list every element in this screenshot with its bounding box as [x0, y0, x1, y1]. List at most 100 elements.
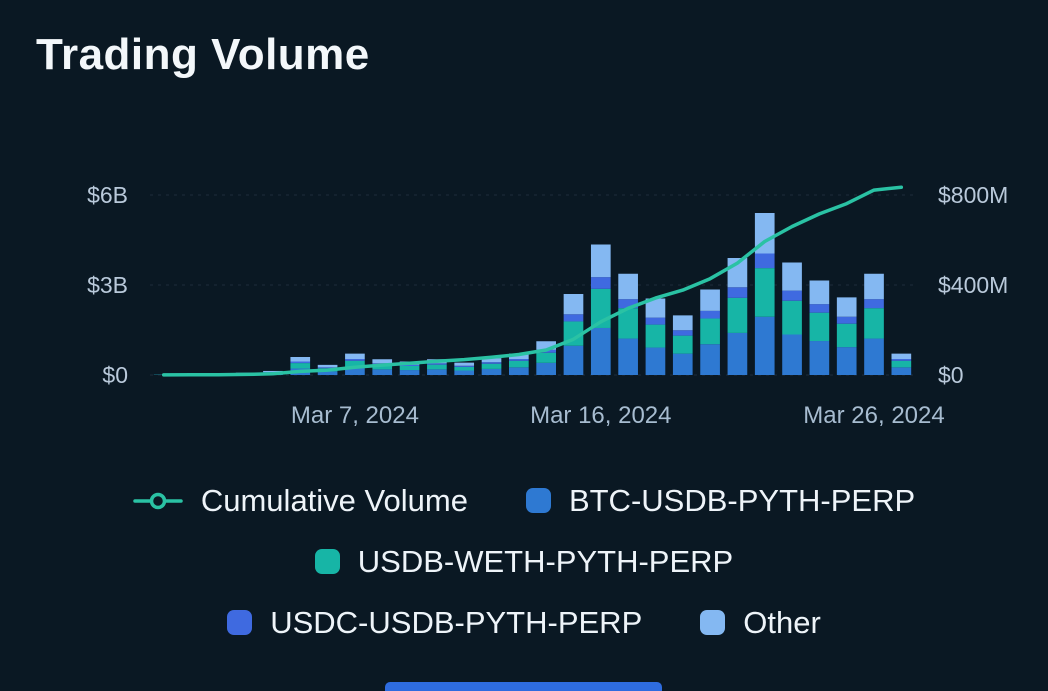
bar-segment-usdc-usdb-pyth-perp[interactable]: [509, 359, 529, 361]
bar-segment-usdb-weth-pyth-perp[interactable]: [700, 318, 720, 345]
bar-segment-other[interactable]: [700, 289, 720, 311]
bar-segment-usdc-usdb-pyth-perp[interactable]: [481, 362, 502, 364]
bar-segment-usdc-usdb-pyth-perp[interactable]: [864, 299, 884, 309]
bar-segment-btc-usdb-pyth-perp[interactable]: [754, 316, 775, 375]
bar-segment-other[interactable]: [345, 353, 365, 360]
bar-segment-usdc-usdb-pyth-perp[interactable]: [290, 361, 311, 364]
bar-segment-usdb-weth-pyth-perp[interactable]: [645, 324, 666, 348]
bar-segment-usdc-usdb-pyth-perp[interactable]: [345, 359, 365, 361]
bar-segment-other[interactable]: [809, 280, 830, 305]
bar-segment-other[interactable]: [836, 297, 857, 317]
bar-segment-btc-usdb-pyth-perp[interactable]: [727, 332, 748, 375]
legend-item-usdc-usdb-pyth-perp[interactable]: USDC-USDB-PYTH-PERP: [227, 604, 642, 641]
bar-segment-btc-usdb-pyth-perp[interactable]: [645, 347, 666, 375]
bar-segment-usdb-weth-pyth-perp[interactable]: [399, 366, 420, 371]
bar-segment-usdc-usdb-pyth-perp[interactable]: [317, 367, 338, 369]
bar-segment-other[interactable]: [509, 353, 529, 360]
bar-segment-other[interactable]: [372, 359, 393, 364]
bar-segment-other[interactable]: [263, 370, 283, 373]
bar-segment-usdc-usdb-pyth-perp[interactable]: [590, 277, 611, 289]
bar-segment-usdc-usdb-pyth-perp[interactable]: [672, 330, 693, 336]
legend-item-usdb-weth-pyth-perp[interactable]: USDB-WETH-PYTH-PERP: [314, 543, 734, 580]
bar-segment-other[interactable]: [481, 358, 502, 363]
bar-segment-usdb-weth-pyth-perp[interactable]: [809, 312, 830, 342]
bar-segment-btc-usdb-pyth-perp[interactable]: [481, 368, 502, 375]
bar-segment-usdb-weth-pyth-perp[interactable]: [754, 268, 775, 317]
bar-segment-btc-usdb-pyth-perp[interactable]: [427, 369, 447, 375]
legend-swatch-icon: [700, 610, 726, 636]
bar-segment-other[interactable]: [891, 353, 912, 360]
x-axis-tick: Mar 7, 2024: [291, 402, 419, 429]
bar-segment-other[interactable]: [454, 362, 475, 366]
legend-item-cumulative-volume[interactable]: Cumulative Volume: [133, 482, 468, 519]
bar-segment-usdb-weth-pyth-perp[interactable]: [672, 335, 693, 354]
bar-segment-usdc-usdb-pyth-perp[interactable]: [782, 290, 802, 301]
bar-segment-btc-usdb-pyth-perp[interactable]: [672, 353, 693, 375]
bar-segment-btc-usdb-pyth-perp[interactable]: [509, 367, 529, 375]
bar-segment-usdc-usdb-pyth-perp[interactable]: [563, 314, 584, 322]
legend-label: Other: [743, 605, 821, 641]
bar-segment-usdb-weth-pyth-perp[interactable]: [618, 308, 638, 339]
bar-segment-btc-usdb-pyth-perp[interactable]: [563, 345, 584, 375]
bar-segment-usdb-weth-pyth-perp[interactable]: [536, 352, 556, 363]
legend-label: BTC-USDB-PYTH-PERP: [568, 483, 916, 518]
bar-segment-usdb-weth-pyth-perp[interactable]: [481, 363, 502, 369]
bar-segment-btc-usdb-pyth-perp[interactable]: [454, 370, 475, 376]
bar-segment-btc-usdb-pyth-perp[interactable]: [372, 369, 393, 375]
bar-segment-usdb-weth-pyth-perp[interactable]: [864, 308, 884, 339]
bar-segment-btc-usdb-pyth-perp[interactable]: [891, 367, 912, 375]
bar-segment-usdc-usdb-pyth-perp[interactable]: [836, 316, 857, 324]
bar-segment-usdc-usdb-pyth-perp[interactable]: [399, 364, 420, 366]
bar-segment-usdc-usdb-pyth-perp[interactable]: [754, 253, 775, 269]
bar-segment-other[interactable]: [782, 262, 802, 291]
bar-segment-usdb-weth-pyth-perp[interactable]: [372, 364, 393, 370]
bar-segment-usdc-usdb-pyth-perp[interactable]: [618, 299, 638, 309]
bar-segment-btc-usdb-pyth-perp[interactable]: [618, 338, 638, 375]
bar-segment-btc-usdb-pyth-perp[interactable]: [399, 370, 420, 375]
legend-item-btc-usdb-pyth-perp[interactable]: BTC-USDB-PYTH-PERP: [525, 482, 916, 519]
bar-segment-usdb-weth-pyth-perp[interactable]: [782, 300, 802, 335]
bar-segment-other[interactable]: [864, 273, 884, 300]
legend-row: USDC-USDB-PYTH-PERP Other: [227, 604, 821, 641]
bar-segment-btc-usdb-pyth-perp[interactable]: [317, 371, 338, 375]
bar-segment-usdc-usdb-pyth-perp[interactable]: [891, 359, 912, 361]
bar-segment-usdb-weth-pyth-perp[interactable]: [345, 360, 365, 368]
bar-segment-usdc-usdb-pyth-perp[interactable]: [645, 317, 666, 325]
bar-segment-usdb-weth-pyth-perp[interactable]: [509, 360, 529, 368]
bar-segment-usdc-usdb-pyth-perp[interactable]: [454, 365, 475, 367]
bar-segment-usdb-weth-pyth-perp[interactable]: [891, 360, 912, 368]
legend-label: USDB-WETH-PYTH-PERP: [357, 544, 734, 580]
bar-segment-other[interactable]: [290, 357, 311, 362]
bar-segment-usdb-weth-pyth-perp[interactable]: [290, 363, 311, 369]
bar-segment-usdc-usdb-pyth-perp[interactable]: [700, 310, 720, 319]
bar-segment-usdc-usdb-pyth-perp[interactable]: [809, 304, 830, 313]
bar-segment-other[interactable]: [317, 364, 338, 368]
bar-segment-btc-usdb-pyth-perp[interactable]: [809, 341, 830, 375]
legend-item-other[interactable]: Other: [700, 604, 821, 641]
legend-swatch-icon: [314, 549, 340, 575]
chart-legend: Cumulative Volume BTC-USDB-PYTH-PERP USDB-…: [0, 482, 1048, 642]
cumulative-volume-line[interactable]: [161, 185, 904, 377]
bar-segment-other[interactable]: [672, 315, 693, 331]
bar-segment-other[interactable]: [536, 341, 556, 350]
trading-volume-chart[interactable]: $0 $0 $3B $400M $6B $800M Mar 7, 2024 Mar 16, 2…: [0, 155, 1048, 470]
page-title: Trading Volume: [36, 30, 370, 79]
bar-segment-other[interactable]: [563, 294, 584, 315]
bar-segment-usdb-weth-pyth-perp[interactable]: [454, 366, 475, 371]
x-axis-tick: Mar 16, 2024: [530, 402, 671, 429]
bar-segment-usdc-usdb-pyth-perp[interactable]: [727, 287, 748, 298]
bar-segment-btc-usdb-pyth-perp[interactable]: [536, 362, 556, 375]
bar-segment-btc-usdb-pyth-perp[interactable]: [864, 338, 884, 375]
bar-segment-usdb-weth-pyth-perp[interactable]: [427, 364, 447, 370]
bar-segment-btc-usdb-pyth-perp[interactable]: [700, 344, 720, 375]
bar-segment-btc-usdb-pyth-perp[interactable]: [836, 347, 857, 375]
bar-segment-other[interactable]: [618, 273, 638, 300]
bar-segment-other[interactable]: [645, 298, 666, 318]
bar-segment-usdc-usdb-pyth-perp[interactable]: [427, 363, 447, 365]
bar-segment-usdb-weth-pyth-perp[interactable]: [727, 297, 748, 333]
bar-segment-usdb-weth-pyth-perp[interactable]: [836, 323, 857, 348]
bar-segment-other[interactable]: [590, 244, 611, 278]
bar-segment-btc-usdb-pyth-perp[interactable]: [345, 367, 365, 375]
bar-segment-btc-usdb-pyth-perp[interactable]: [782, 334, 802, 376]
bar-segment-btc-usdb-pyth-perp[interactable]: [590, 327, 611, 375]
